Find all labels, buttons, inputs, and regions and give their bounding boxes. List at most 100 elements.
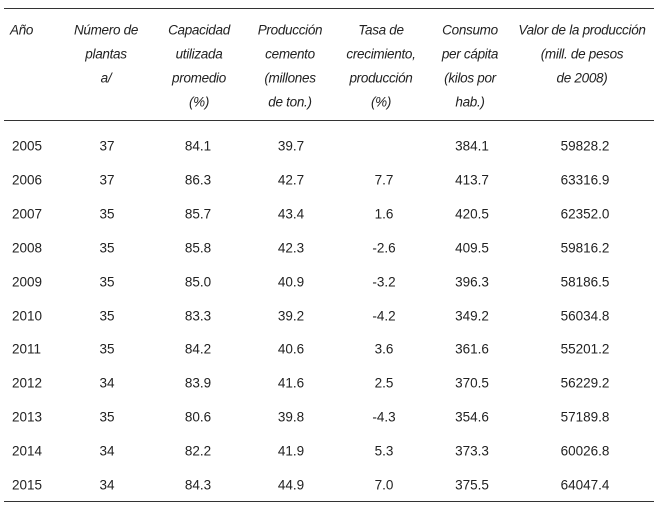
- table-cell: 42.7: [277, 172, 305, 188]
- table-cell: 84.3: [184, 477, 212, 493]
- table-cell: 35: [99, 341, 115, 357]
- table-cell: 60026.8: [560, 443, 610, 459]
- table-cell: 2008: [12, 239, 43, 255]
- table-cell: -4.3: [372, 409, 396, 425]
- table-cell: 2010: [12, 307, 43, 323]
- table-cell: 59816.2: [560, 239, 610, 255]
- table-cell: 2011: [12, 341, 42, 357]
- table-cell: 2009: [12, 273, 43, 289]
- table-cell: 85.7: [184, 206, 212, 222]
- table-cell: 40.9: [277, 273, 305, 289]
- table-cell: 2012: [12, 375, 43, 391]
- header-cell: Tasa de: [358, 22, 404, 38]
- table-cell: 7.0: [374, 477, 394, 493]
- table-cell: 84.2: [184, 341, 212, 357]
- table-cell: 37: [99, 172, 115, 188]
- table-cell: -3.2: [372, 273, 396, 289]
- table-cell: 41.9: [277, 443, 305, 459]
- table-cell: 64047.4: [560, 477, 610, 493]
- table-cell: 37: [99, 138, 115, 154]
- header-cell: Producción: [257, 22, 323, 38]
- table-cell: 86.3: [184, 172, 212, 188]
- table-cell: 2013: [12, 409, 43, 425]
- table-cell: 44.9: [277, 477, 305, 493]
- table-cell: 43.4: [277, 206, 305, 222]
- header-cell: utilizada: [175, 46, 223, 62]
- table-cell: 375.5: [455, 477, 489, 493]
- table-cell: 58186.5: [560, 273, 610, 289]
- table-cell: 40.6: [277, 341, 305, 357]
- table-cell: 84.1: [184, 138, 212, 154]
- table-cell: 420.5: [455, 206, 489, 222]
- header-cell: crecimiento,: [346, 46, 416, 62]
- header-cell: hab.): [455, 94, 485, 110]
- header-cell: Capacidad: [168, 22, 230, 38]
- header-cell: promedio: [172, 70, 226, 86]
- header-rule: [4, 120, 654, 121]
- table-cell: 62352.0: [560, 206, 610, 222]
- table-cell: 57189.8: [560, 409, 610, 425]
- header-cell: producción: [349, 70, 413, 86]
- table-cell: 39.8: [277, 409, 305, 425]
- table-cell: 41.6: [277, 375, 305, 391]
- header-cell: Número de: [73, 22, 139, 38]
- header-cell: cemento: [265, 46, 315, 62]
- table-cell: 34: [99, 477, 115, 493]
- table-cell: 83.3: [184, 307, 212, 323]
- table-cell: 2006: [12, 172, 43, 188]
- table-cell: 413.7: [455, 172, 489, 188]
- table-cell: 35: [99, 239, 115, 255]
- table-cell: 409.5: [455, 239, 489, 255]
- table-cell: 2.5: [374, 375, 394, 391]
- table-cell: 370.5: [455, 375, 489, 391]
- header-cell: de 2008): [556, 70, 608, 86]
- table-cell: 34: [99, 443, 115, 459]
- table-cell: 85.8: [184, 239, 212, 255]
- header-cell: de ton.): [268, 94, 312, 110]
- header-cell: plantas: [85, 46, 127, 62]
- table-cell: 3.6: [374, 341, 394, 357]
- header-cell: Año: [10, 22, 34, 38]
- header-cell: a/: [100, 70, 112, 86]
- table-cell: 35: [99, 409, 115, 425]
- table-cell: 80.6: [184, 409, 212, 425]
- header-cell: Consumo: [442, 22, 498, 38]
- bottom-rule: [4, 501, 654, 502]
- table-cell: 39.2: [277, 307, 305, 323]
- header-cell: (%): [188, 94, 210, 110]
- table-cell: 396.3: [455, 273, 489, 289]
- table-cell: 384.1: [455, 138, 489, 154]
- table-cell: 42.3: [277, 239, 305, 255]
- table-cell: -4.2: [372, 307, 396, 323]
- table-cell: 1.6: [374, 206, 394, 222]
- table-cell: 35: [99, 206, 115, 222]
- header-cell: (mill. de pesos: [540, 46, 624, 62]
- table-cell: 2007: [12, 206, 43, 222]
- top-rule: [4, 8, 654, 9]
- table-cell: 56034.8: [560, 307, 610, 323]
- table-cell: -2.6: [372, 239, 396, 255]
- table-cell: 349.2: [455, 307, 489, 323]
- table-cell: 55201.2: [560, 341, 610, 357]
- table-cell: 35: [99, 273, 115, 289]
- table-cell: 85.0: [184, 273, 212, 289]
- header-cell: (millones: [264, 70, 316, 86]
- table-cell: 2015: [12, 477, 43, 493]
- header-cell: (kilos por: [444, 70, 496, 86]
- table-cell: 354.6: [455, 409, 489, 425]
- header-cell: per cápita: [441, 46, 499, 62]
- table-cell: 2005: [12, 138, 43, 154]
- table-cell: 2014: [12, 443, 43, 459]
- header-cell: Valor de la producción: [518, 22, 646, 38]
- table-cell: 83.9: [184, 375, 212, 391]
- table-cell: 34: [99, 375, 115, 391]
- table-cell: 56229.2: [560, 375, 610, 391]
- table-cell: 7.7: [374, 172, 394, 188]
- table-cell: 373.3: [455, 443, 489, 459]
- table-cell: 59828.2: [560, 138, 610, 154]
- table-cell: 82.2: [184, 443, 212, 459]
- header-cell: (%): [370, 94, 392, 110]
- table-cell: 63316.9: [560, 172, 610, 188]
- table-cell: 361.6: [455, 341, 489, 357]
